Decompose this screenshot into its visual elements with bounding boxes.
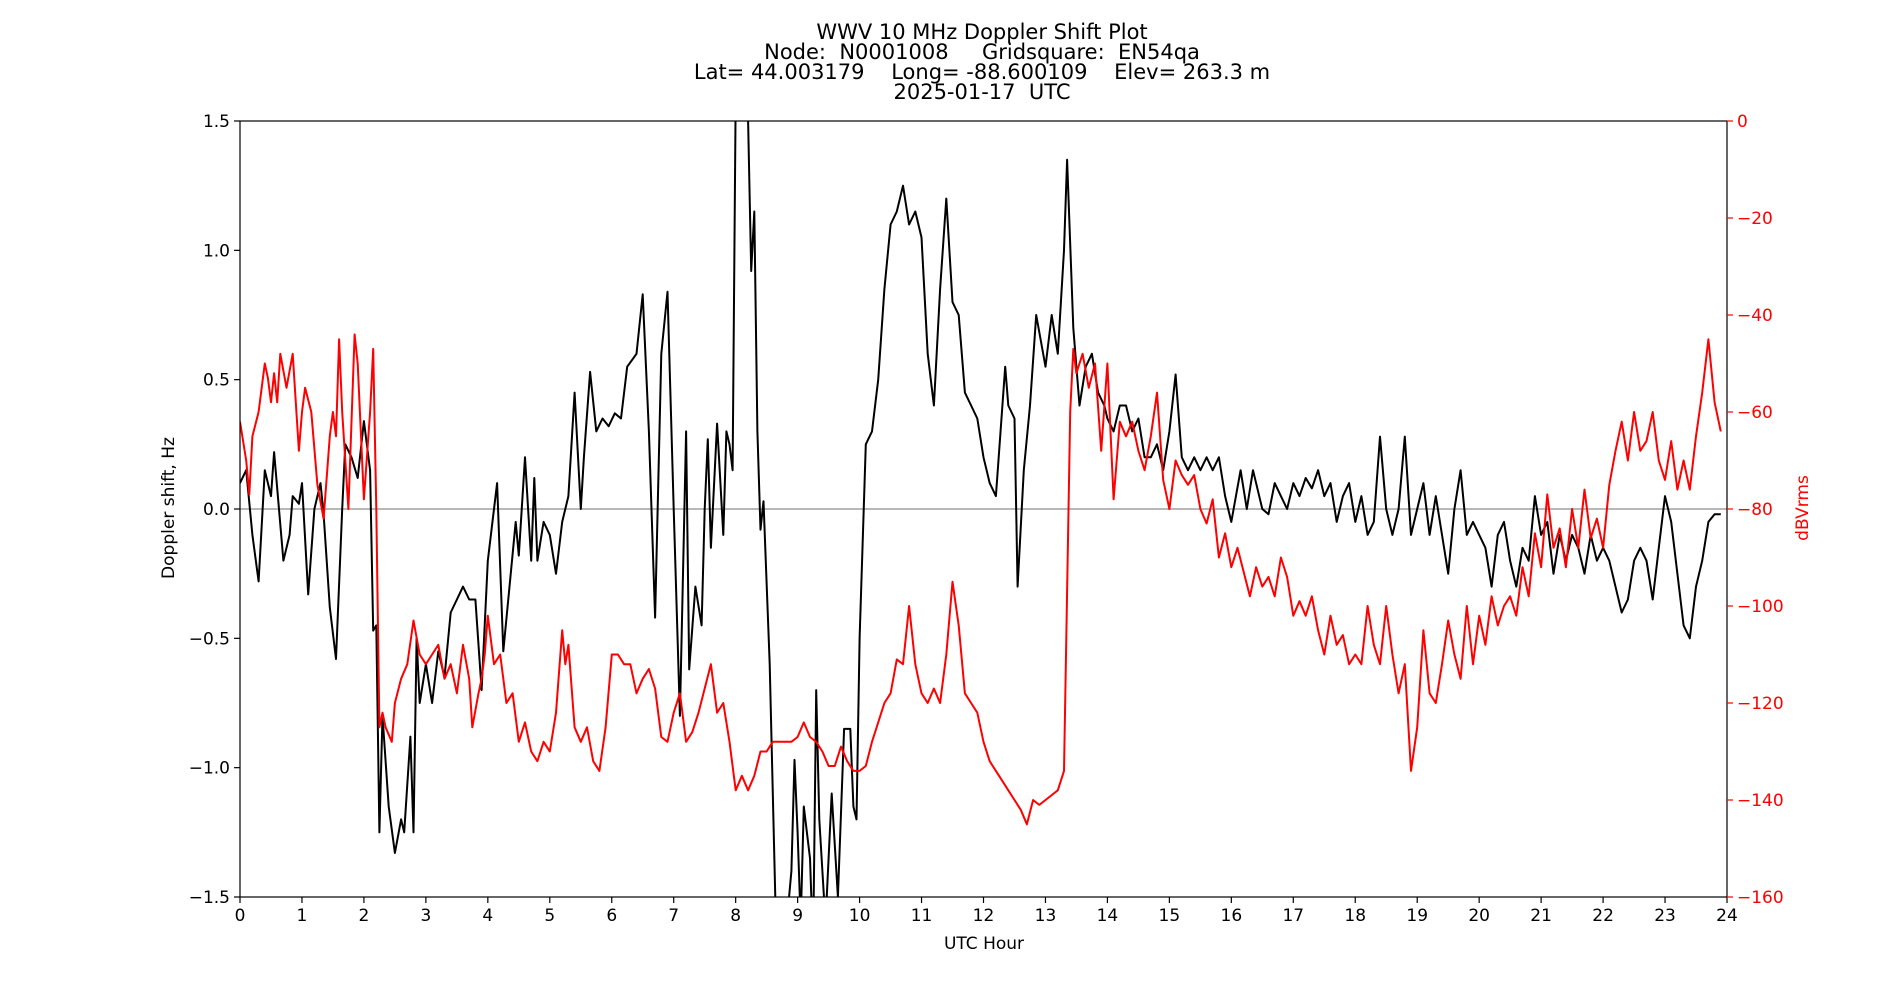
right-y-tick-label: −120 bbox=[1737, 694, 1784, 714]
right-y-tick-label: −80 bbox=[1737, 500, 1773, 520]
right-y-axis-ticks: −160 −140 −120 −100 −80 −60 −40 −20 0 bbox=[1727, 112, 1784, 908]
x-tick-label: 20 bbox=[1468, 906, 1490, 926]
x-tick-label: 12 bbox=[973, 906, 995, 926]
x-tick-label: 19 bbox=[1406, 906, 1428, 926]
left-y-axis-label: Doppler shift, Hz bbox=[159, 437, 179, 579]
x-tick-label: 1 bbox=[297, 906, 308, 926]
x-tick-label: 6 bbox=[606, 906, 617, 926]
x-tick-label: 21 bbox=[1530, 906, 1552, 926]
right-y-tick-label: −100 bbox=[1737, 597, 1784, 617]
right-y-tick-label: −160 bbox=[1737, 888, 1784, 908]
x-tick-label: 4 bbox=[482, 906, 493, 926]
left-y-tick-label: 1.5 bbox=[203, 112, 230, 132]
chart-subtitle-location: Lat= 44.003179 Long= -88.600109 Elev= 26… bbox=[693, 60, 1271, 84]
right-y-tick-label: −40 bbox=[1737, 306, 1773, 326]
x-tick-label: 7 bbox=[668, 906, 679, 926]
left-y-tick-label: 0.0 bbox=[203, 500, 230, 520]
x-tick-label: 18 bbox=[1344, 906, 1366, 926]
x-tick-label: 24 bbox=[1716, 906, 1738, 926]
x-tick-label: 9 bbox=[792, 906, 803, 926]
x-tick-label: 10 bbox=[849, 906, 871, 926]
right-y-tick-label: −140 bbox=[1737, 791, 1784, 811]
left-y-tick-label: 0.5 bbox=[203, 371, 230, 391]
x-tick-label: 22 bbox=[1592, 906, 1614, 926]
x-tick-label: 17 bbox=[1282, 906, 1304, 926]
x-axis-ticks: 0 1 2 3 4 5 6 7 8 9 10 11 12 13 14 15 16 17 18 19 20 21 22 23 24 bbox=[235, 897, 1738, 926]
x-tick-label: 11 bbox=[911, 906, 933, 926]
left-y-tick-label: −0.5 bbox=[189, 629, 230, 649]
doppler-shift-series-line bbox=[240, 121, 1721, 897]
chart-subtitle-node: Node: N0001008 Gridsquare: EN54qa bbox=[764, 40, 1200, 64]
right-y-tick-label: −20 bbox=[1737, 209, 1773, 229]
x-tick-label: 0 bbox=[235, 906, 246, 926]
right-y-axis-label: dBVrms bbox=[1793, 475, 1813, 541]
right-y-tick-label: −60 bbox=[1737, 403, 1773, 423]
x-tick-label: 15 bbox=[1159, 906, 1181, 926]
series-group bbox=[240, 121, 1722, 897]
left-y-tick-label: −1.0 bbox=[189, 759, 230, 779]
x-tick-label: 3 bbox=[420, 906, 431, 926]
left-y-axis-ticks: −1.5 −1.0 −0.5 0.0 0.5 1.0 1.5 bbox=[189, 112, 240, 908]
right-y-tick-label: 0 bbox=[1737, 112, 1748, 132]
left-y-tick-label: −1.5 bbox=[189, 888, 230, 908]
x-tick-label: 13 bbox=[1035, 906, 1057, 926]
x-tick-label: 5 bbox=[544, 906, 555, 926]
chart-title: WWV 10 MHz Doppler Shift Plot bbox=[816, 20, 1148, 44]
x-tick-label: 14 bbox=[1097, 906, 1119, 926]
x-tick-label: 2 bbox=[359, 906, 370, 926]
left-y-tick-label: 1.0 bbox=[203, 241, 230, 261]
x-tick-label: 23 bbox=[1654, 906, 1676, 926]
chart-subtitle-date: 2025-01-17 UTC bbox=[893, 80, 1071, 104]
x-tick-label: 16 bbox=[1221, 906, 1243, 926]
x-tick-label: 8 bbox=[730, 906, 741, 926]
x-axis-label: UTC Hour bbox=[944, 934, 1024, 954]
signal-level-series-line bbox=[240, 333, 1722, 826]
